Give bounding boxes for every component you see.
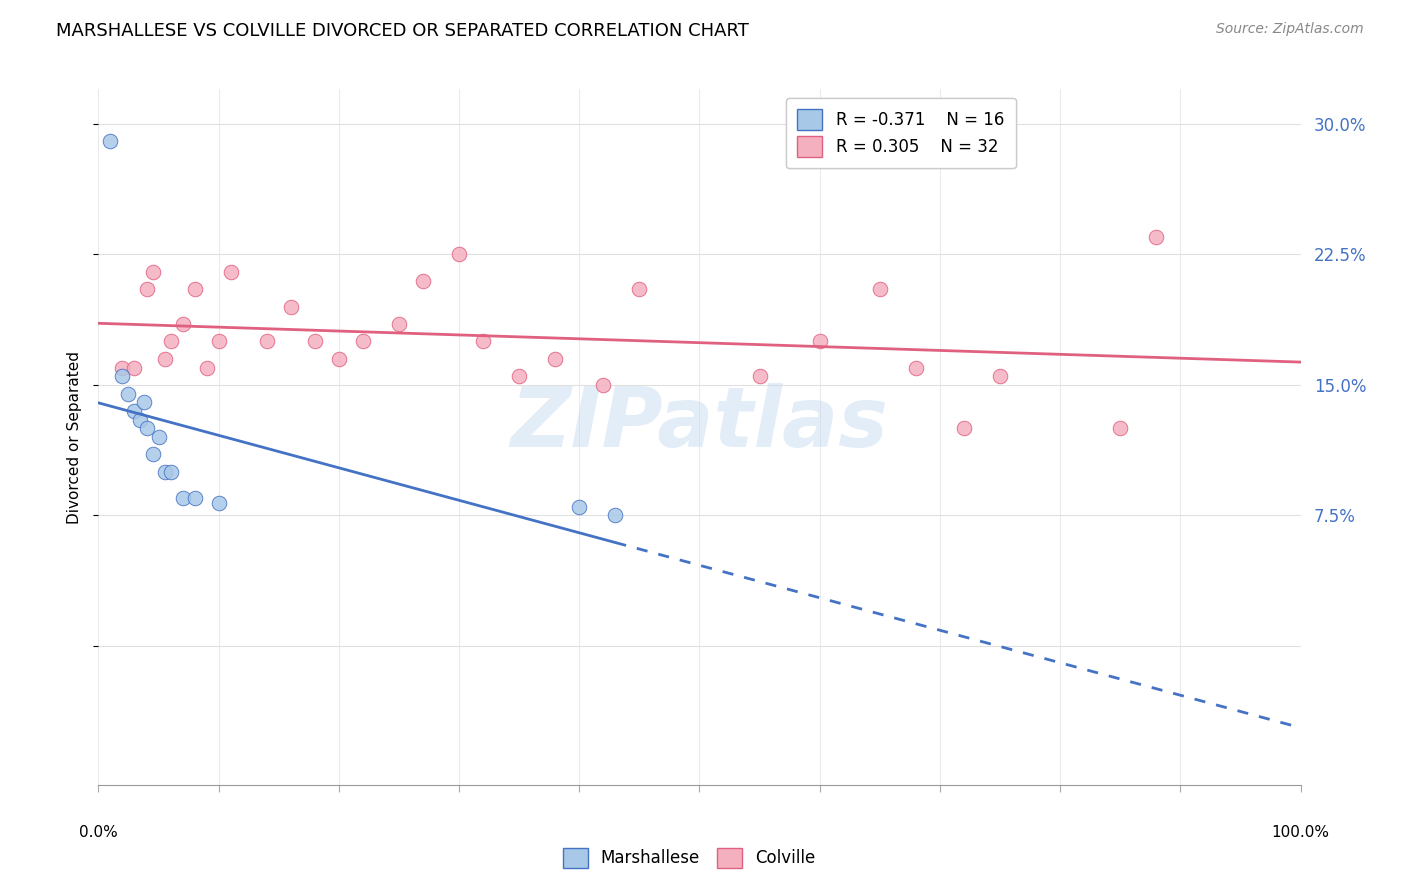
Point	[508, 369, 530, 384]
Y-axis label: Divorced or Separated: Divorced or Separated	[66, 351, 82, 524]
Point	[412, 273, 434, 287]
Text: MARSHALLESE VS COLVILLE DIVORCED OR SEPARATED CORRELATION CHART: MARSHALLESE VS COLVILLE DIVORCED OR SEPA…	[56, 22, 749, 40]
Point	[219, 265, 242, 279]
Point	[141, 447, 163, 462]
Point	[208, 496, 231, 510]
Point	[256, 334, 278, 349]
Point	[100, 134, 122, 148]
Point	[544, 351, 567, 366]
Text: ZIPatlas: ZIPatlas	[510, 383, 889, 464]
Point	[159, 465, 181, 479]
Point	[141, 265, 163, 279]
Point	[748, 369, 770, 384]
Point	[388, 317, 411, 331]
Point	[153, 465, 176, 479]
Point	[172, 317, 194, 331]
Legend: R = -0.371    N = 16, R = 0.305    N = 32: R = -0.371 N = 16, R = 0.305 N = 32	[786, 97, 1015, 169]
Point	[129, 412, 152, 426]
Point	[111, 369, 134, 384]
Point	[148, 430, 170, 444]
Point	[472, 334, 495, 349]
Point	[988, 369, 1011, 384]
Point	[1144, 230, 1167, 244]
Point	[159, 334, 181, 349]
Point	[1109, 421, 1132, 435]
Point	[153, 351, 176, 366]
Point	[135, 282, 157, 296]
Point	[124, 404, 146, 418]
Point	[953, 421, 976, 435]
Point	[328, 351, 350, 366]
Point	[124, 360, 146, 375]
Point	[117, 386, 139, 401]
Point	[111, 360, 134, 375]
Text: 100.0%: 100.0%	[1271, 825, 1330, 840]
Point	[352, 334, 374, 349]
Point	[304, 334, 326, 349]
Text: Source: ZipAtlas.com: Source: ZipAtlas.com	[1216, 22, 1364, 37]
Point	[605, 508, 627, 523]
Point	[195, 360, 218, 375]
Point	[183, 282, 205, 296]
Point	[132, 395, 155, 409]
Point	[172, 491, 194, 505]
Point	[280, 300, 302, 314]
Point	[135, 421, 157, 435]
Point	[592, 378, 614, 392]
Point	[808, 334, 831, 349]
Point	[869, 282, 891, 296]
Text: 0.0%: 0.0%	[79, 825, 118, 840]
Point	[628, 282, 651, 296]
Point	[183, 491, 205, 505]
Point	[568, 500, 591, 514]
Point	[904, 360, 927, 375]
Legend: Marshallese, Colville: Marshallese, Colville	[555, 841, 823, 875]
Point	[447, 247, 470, 261]
Point	[208, 334, 231, 349]
